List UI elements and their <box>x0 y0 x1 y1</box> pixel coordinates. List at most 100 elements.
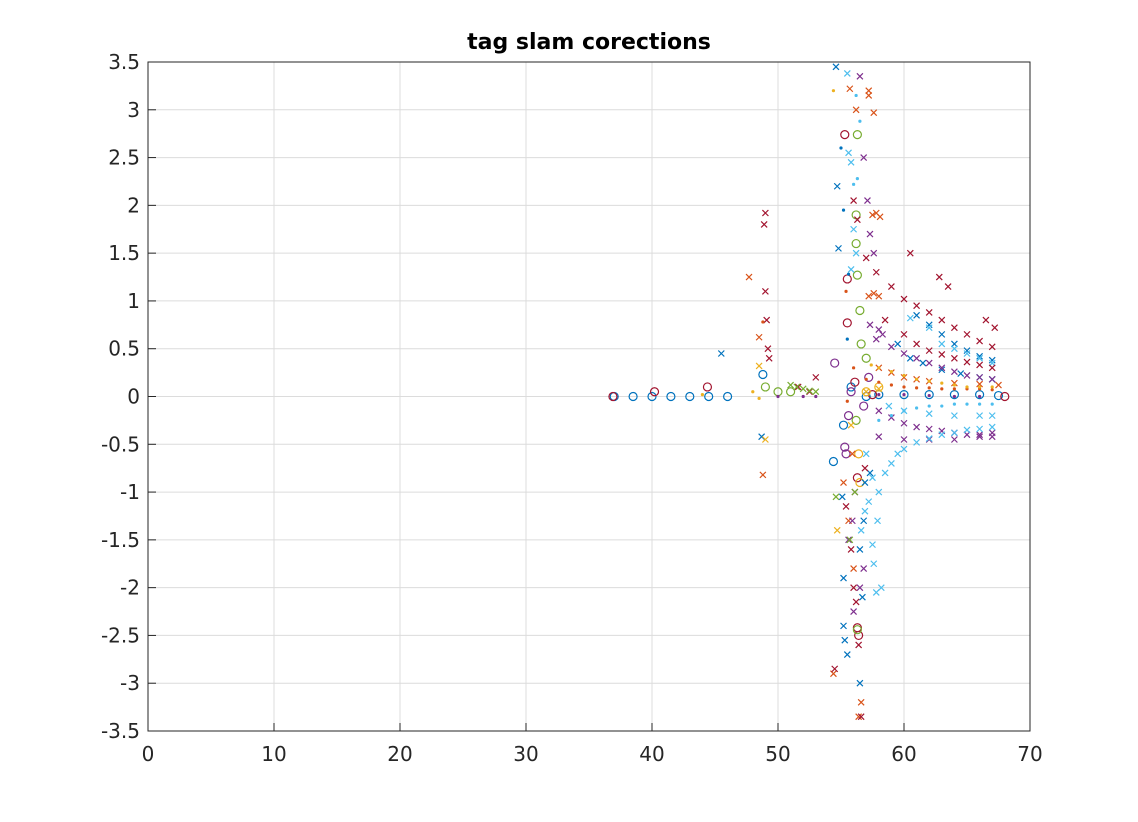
data-point-cross <box>938 431 946 439</box>
data-point-cross <box>894 450 902 458</box>
data-point-circle <box>859 401 869 411</box>
data-point-cross <box>862 254 870 262</box>
data-point-dot <box>940 381 944 385</box>
data-point-cross <box>869 211 876 219</box>
data-point-cross <box>950 324 958 332</box>
data-point-dot <box>902 409 906 413</box>
data-point-cross <box>988 343 996 351</box>
data-point-cross <box>862 388 870 396</box>
data-point-cross <box>925 435 933 442</box>
data-point-dot <box>852 366 856 370</box>
data-point-dot <box>915 406 919 410</box>
data-point-cross <box>794 383 802 391</box>
data-point-circle <box>841 449 851 459</box>
data-point-circle <box>840 442 850 452</box>
data-point-cross <box>840 622 847 630</box>
data-point-cross <box>869 474 876 482</box>
data-point-cross <box>856 584 864 592</box>
data-point-circle <box>993 390 1004 401</box>
data-point-dot <box>927 393 931 398</box>
data-point-cross <box>976 431 984 439</box>
series-6-cross <box>745 85 1002 721</box>
data-point-dot <box>814 394 818 399</box>
data-point-circle <box>856 339 866 349</box>
data-point-circle <box>842 318 852 328</box>
data-point-cross <box>831 665 839 673</box>
data-point-cross <box>866 230 874 238</box>
data-point-circle <box>722 391 733 402</box>
data-point-cross <box>832 493 840 501</box>
y-tick-label: -1 <box>120 480 140 504</box>
data-point-circle <box>850 377 860 387</box>
data-point-cross <box>833 526 841 534</box>
data-point-cross <box>976 433 984 441</box>
data-point-cross <box>925 308 933 316</box>
data-point-circle <box>760 382 771 392</box>
data-point-cross <box>976 425 984 433</box>
data-point-cross <box>950 436 958 443</box>
data-point-cross <box>841 636 849 644</box>
data-point-circle <box>785 387 796 397</box>
data-point-cross <box>887 459 895 467</box>
data-point-circle <box>685 391 695 402</box>
data-point-circle <box>974 389 985 400</box>
data-point-cross <box>856 72 864 80</box>
data-point-dot <box>927 379 931 383</box>
data-point-cross <box>950 345 958 353</box>
data-point-circle <box>864 372 874 382</box>
data-point-cross <box>865 87 873 95</box>
data-point-cross <box>787 381 795 389</box>
data-point-cross <box>935 273 943 281</box>
data-point-cross <box>963 347 971 355</box>
data-point-cross <box>963 358 971 366</box>
data-point-cross <box>764 345 772 353</box>
data-point-circle <box>758 369 768 380</box>
data-point-cross <box>857 698 865 706</box>
data-point-cross <box>840 574 847 582</box>
data-point-dot <box>877 380 881 384</box>
data-point-circle <box>702 382 713 392</box>
data-point-cross <box>848 450 856 458</box>
series-5-cross <box>717 63 996 687</box>
data-point-cross <box>906 314 914 322</box>
data-point-dot <box>776 394 780 399</box>
y-tick-label: -0.5 <box>101 432 140 456</box>
data-point-cross <box>861 507 869 515</box>
data-point-cross <box>988 364 996 372</box>
data-point-cross <box>982 316 990 324</box>
data-point-cross <box>759 471 767 479</box>
data-point-circle <box>838 420 849 430</box>
data-point-cross <box>963 372 971 379</box>
data-point-dot <box>927 404 931 408</box>
data-point-cross <box>846 536 854 544</box>
data-point-cross <box>900 419 908 427</box>
data-point-cross <box>976 352 984 360</box>
data-point-cross <box>988 356 996 364</box>
data-point-cross <box>938 351 946 358</box>
y-tick-label: -3.5 <box>101 719 140 743</box>
data-point-dot <box>855 176 859 181</box>
y-tick-label: 3.5 <box>108 50 140 74</box>
data-point-cross <box>887 414 895 421</box>
data-point-cross <box>870 109 878 117</box>
y-tick-label: -2 <box>120 576 140 600</box>
data-point-cross <box>717 350 725 357</box>
y-tick-label: -2.5 <box>101 623 140 647</box>
data-point-circle <box>828 456 839 467</box>
data-point-cross <box>872 268 880 276</box>
data-point-cross <box>861 464 869 472</box>
data-point-cross <box>806 388 813 396</box>
y-tick-label: 0 <box>127 385 140 409</box>
data-point-dot <box>952 394 957 399</box>
data-point-dot <box>841 208 846 212</box>
data-point-circle <box>861 353 871 363</box>
data-point-circle <box>704 391 714 402</box>
data-point-cross <box>765 354 773 362</box>
data-point-cross <box>761 287 769 295</box>
data-point-circle <box>854 449 864 459</box>
data-point-cross <box>860 154 868 161</box>
data-point-cross <box>870 249 878 257</box>
axis-ticks <box>147 61 1031 732</box>
data-point-circle <box>830 358 840 368</box>
series-15-dot <box>852 93 994 422</box>
